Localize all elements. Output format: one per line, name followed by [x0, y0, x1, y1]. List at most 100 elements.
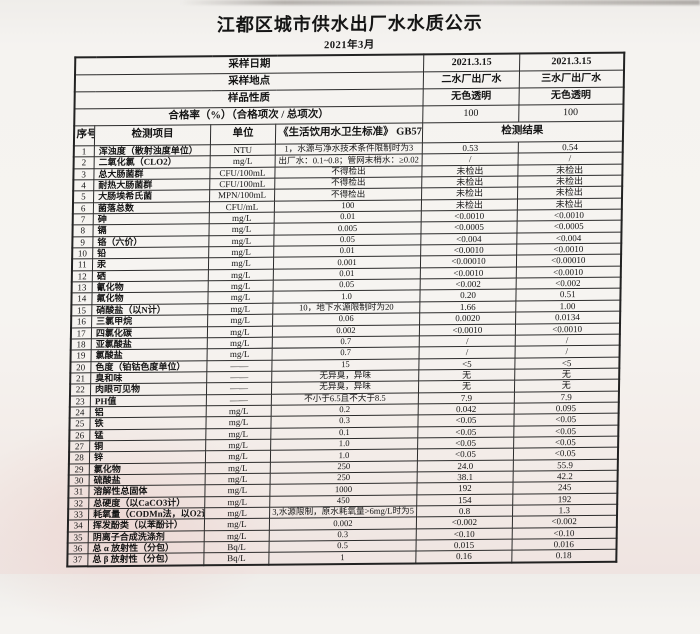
row-item-name: 浑浊度（散射浊度单位）	[94, 144, 211, 158]
row-seq: 3	[72, 168, 95, 180]
row-result-plant2: <0.05	[417, 448, 514, 461]
row-result-plant2: 未检出	[421, 164, 519, 177]
row-result-plant3: 未检出	[517, 175, 622, 188]
row-result-plant2: <0.10	[416, 527, 513, 540]
row-seq: 33	[67, 508, 89, 521]
row-result-plant2: <0.002	[416, 516, 513, 529]
row-result-plant3: <0.0010	[516, 243, 621, 256]
row-seq: 11	[71, 259, 93, 271]
row-result-plant3: 无	[514, 368, 619, 381]
row-seq: 34	[67, 520, 89, 532]
row-result-plant3: 192	[512, 492, 617, 506]
row-unit: MPN/100mL	[209, 189, 275, 202]
row-result-plant2: 38.1	[417, 471, 514, 484]
row-result-plant2: 24.0	[417, 459, 514, 472]
row-unit: mg/L	[208, 223, 275, 236]
row-unit: mg/L	[204, 484, 271, 497]
row-result-plant2: <0.05	[417, 414, 515, 427]
row-result-plant3: <0.0005	[516, 220, 622, 233]
row-standard-limit: 1，水源与净水技术条件限制时为3	[275, 142, 423, 156]
row-unit: CFU/mL	[209, 200, 275, 213]
row-seq: 1	[73, 145, 95, 158]
row-result-plant3: /	[515, 334, 620, 347]
row-result-plant3: <0.05	[513, 413, 619, 426]
row-result-plant3: <0.0010	[515, 322, 620, 335]
row-unit: mg/L	[207, 348, 273, 361]
row-result-plant3: 0.54	[518, 141, 623, 154]
row-seq: 18	[70, 338, 92, 351]
row-unit: ——	[206, 359, 273, 372]
row-result-plant3: /	[518, 152, 623, 165]
info-section: 采样日期 2021.3.15 2021.3.15 采样地点 二水厂出厂水 三水厂…	[73, 52, 624, 146]
row-seq: 21	[69, 372, 91, 385]
row-result-plant3: <5	[514, 356, 620, 369]
row-result-plant3: 未检出	[517, 163, 623, 177]
sampling-date-plant3: 2021.3.15	[519, 52, 624, 72]
row-result-plant3: 42.2	[513, 470, 618, 483]
row-result-plant2: <0.05	[417, 425, 514, 438]
row-result-plant2: 0.20	[419, 289, 517, 302]
row-unit: mg/L	[204, 529, 270, 542]
row-seq: 19	[70, 349, 92, 362]
row-unit: Bq/L	[203, 552, 269, 566]
row-result-plant3: <0.002	[516, 277, 621, 290]
row-result-plant3: 7.9	[514, 390, 619, 403]
header-result: 检测结果	[422, 121, 623, 143]
row-result-plant2: <0.05	[417, 437, 514, 450]
row-result-plant2: 未检出	[421, 187, 518, 200]
row-seq: 7	[72, 213, 94, 226]
row-unit: mg/L	[208, 234, 274, 247]
row-result-plant3: 0.016	[511, 538, 617, 551]
row-seq: 22	[69, 383, 91, 396]
row-result-plant2: <0.0010	[421, 210, 518, 223]
row-seq: 36	[66, 542, 89, 555]
page-title: 江都区城市供水出厂水水质公示	[216, 12, 483, 36]
row-unit: mg/L	[204, 495, 270, 508]
row-result-plant2: 0.16	[415, 550, 512, 564]
row-seq: 20	[69, 361, 92, 373]
row-result-plant3: 无	[514, 379, 619, 392]
sample-property-plant2: 无色透明	[422, 88, 520, 106]
row-unit: mg/L	[206, 405, 272, 418]
row-unit: mg/L	[207, 291, 274, 304]
row-result-plant2: <0.002	[420, 278, 517, 291]
row-unit: Bq/L	[203, 541, 270, 554]
row-seq: 4	[72, 179, 94, 192]
header-standard: 《生活饮用水卫生标准》 GB5749	[275, 122, 423, 145]
sampling-date-plant2: 2021.3.15	[423, 53, 520, 72]
header-item: 检测项目	[94, 124, 211, 146]
row-result-plant2: 未检出	[421, 176, 518, 189]
row-seq: 27	[68, 440, 90, 453]
row-unit: mg/L	[207, 314, 273, 327]
row-result-plant2: 未检出	[421, 198, 518, 211]
row-result-plant3: 245	[512, 481, 618, 494]
row-standard-limit: 3,水源限制，原水耗氧量>6mg/L时为5	[269, 505, 417, 519]
row-unit: mg/L	[207, 337, 273, 349]
row-unit: mg/L	[208, 246, 274, 259]
row-seq: 23	[69, 395, 91, 407]
row-result-plant2: <0.0010	[420, 244, 517, 257]
row-seq: 10	[71, 247, 93, 260]
row-result-plant3: 1.00	[515, 299, 620, 313]
row-result-plant2: 无	[418, 380, 515, 393]
row-seq: 9	[71, 236, 93, 249]
row-seq: 16	[70, 315, 92, 328]
row-seq: 6	[72, 202, 94, 214]
row-item-name: 总 β 放射性（分包）	[87, 553, 204, 567]
row-result-plant2: <0.00010	[420, 255, 517, 268]
row-unit: mg/L	[204, 507, 270, 520]
row-standard-limit: 1	[268, 551, 416, 565]
row-unit: ——	[206, 382, 272, 395]
row-result-plant2: <0.0010	[420, 266, 517, 280]
row-seq: 5	[72, 191, 94, 203]
row-seq: 28	[68, 452, 90, 464]
row-result-plant2: 0.8	[416, 505, 513, 518]
row-result-plant2: 1.66	[419, 300, 516, 314]
row-result-plant2: 无	[418, 368, 515, 382]
row-unit: mg/L	[210, 155, 276, 168]
row-unit: mg/L	[208, 268, 274, 281]
row-result-plant2: 0.042	[418, 402, 515, 416]
row-seq: 25	[68, 418, 91, 430]
scanned-document-sheet: 江都区城市供水出厂水水质公示 2021年3月 采样日期 2021.3.15 20…	[61, 8, 630, 568]
sample-property-plant3: 无色透明	[518, 87, 624, 106]
